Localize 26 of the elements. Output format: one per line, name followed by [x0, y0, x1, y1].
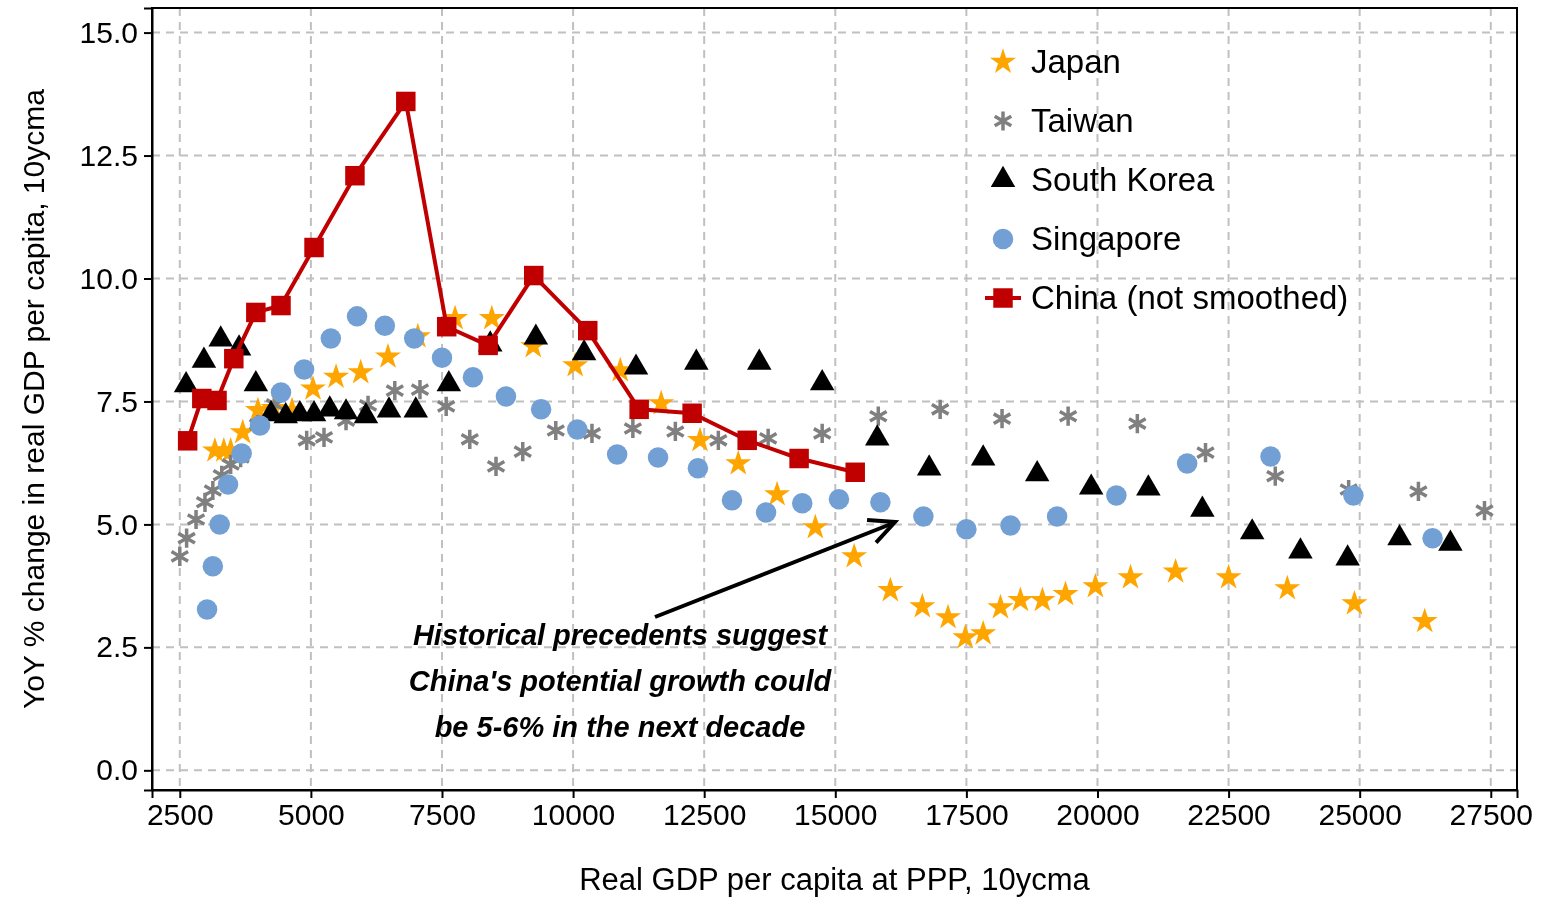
y-tick-label: 2.5 [96, 630, 138, 664]
legend-label: South Korea [1031, 161, 1216, 198]
annotation: Historical precedents suggest China's potential growth could be 5-6% in the next decade [408, 619, 833, 743]
y-tick-label: 12.5 [79, 138, 138, 172]
x-tick-label: 25000 [1318, 798, 1402, 832]
y-tick-label: 7.5 [96, 384, 138, 418]
y-tick-label: 5.0 [96, 507, 138, 541]
y-axis-title: YoY % change in real GDP per capita, 10ycma [17, 88, 50, 709]
x-axis-title: Real GDP per capita at PPP, 10ycma [579, 862, 1091, 897]
legend-label: Taiwan [1031, 102, 1134, 139]
x-tick-label: 7500 [409, 798, 476, 832]
x-tick-label: 10000 [531, 798, 616, 832]
x-tick-label: 5000 [278, 798, 345, 832]
x-tick-label: 22500 [1187, 798, 1271, 832]
x-tick-label: 2500 [146, 798, 214, 832]
x-tick-label: 27500 [1449, 798, 1533, 832]
x-tick-label: 15000 [794, 798, 878, 832]
x-tick-label: 12500 [662, 798, 747, 832]
legend-label: Singapore [1031, 220, 1182, 257]
legend-label: Japan [1031, 43, 1121, 80]
y-tick-label: 0.0 [96, 753, 138, 787]
y-tick-label: 10.0 [79, 261, 138, 295]
x-tick-label: 20000 [1056, 798, 1140, 832]
x-tick-label: 17500 [925, 798, 1009, 832]
y-tick-label: 15.0 [79, 15, 138, 49]
legend-label: China (not smoothed) [1031, 279, 1349, 316]
